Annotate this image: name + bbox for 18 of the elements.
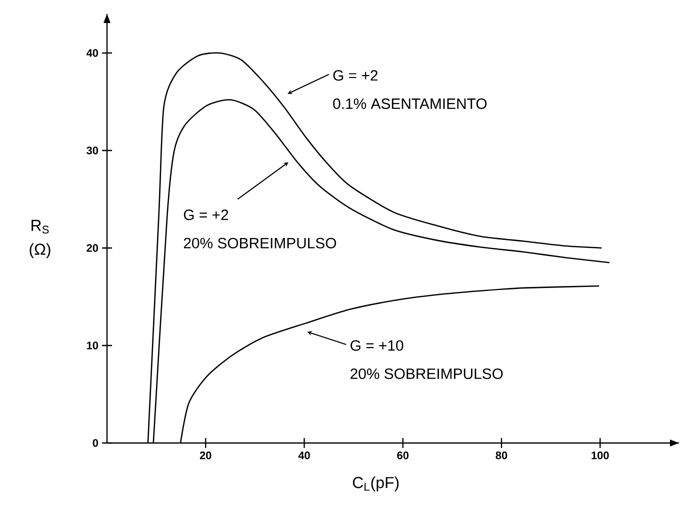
x-axis-title: C$_{L}$(pF)	[352, 476, 399, 492]
x-tick-label: 40	[298, 452, 310, 460]
annotation: 20% SOBREIMPULSO	[184, 238, 336, 248]
y-tick-label: 0	[92, 439, 98, 447]
y-tick-label: 30	[86, 146, 98, 154]
annotation: G = +2	[184, 210, 228, 220]
annotation: 20% SOBREIMPULSO	[350, 368, 503, 380]
x-tick-label: 80	[496, 452, 508, 460]
annotation: 0.1% ASENTAMIENTO	[333, 98, 487, 109]
y-tick-label: 40	[86, 49, 98, 57]
x-tick-label: 100	[592, 452, 609, 460]
annotation: G = +2	[333, 70, 378, 81]
x-tick-label: 20	[200, 452, 212, 460]
y-axis-title: R$_{S}$ (Ω)	[30, 220, 50, 258]
x-tick-label: 60	[397, 452, 409, 460]
y-tick-label: 10	[86, 342, 98, 350]
y-tick-label: 20	[86, 244, 98, 252]
annotation: G = +10	[350, 340, 404, 351]
